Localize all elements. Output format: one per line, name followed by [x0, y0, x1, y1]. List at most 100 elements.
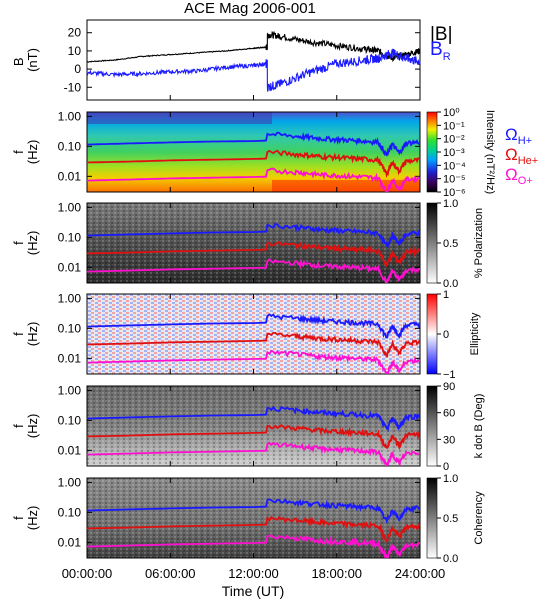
y-tick-label: 0.01: [58, 351, 82, 365]
colorbar-tick-label: 0: [443, 329, 449, 341]
gyro-line-he: [87, 424, 420, 451]
colorbar-tick-label: 10⁻³: [443, 147, 465, 159]
y-tick-label: 1.00: [58, 475, 82, 489]
colorbar-tick-label: −1: [443, 369, 456, 381]
colorbar-label: Coherency: [473, 491, 485, 545]
y-axis-label-line1: f: [11, 424, 26, 428]
gyro-lines: [87, 313, 420, 374]
gyro-lines: [87, 497, 420, 558]
gyro-line-he: [87, 515, 420, 544]
x-tick-label: 18:00:00: [311, 566, 362, 581]
colorbar: [426, 477, 438, 559]
y-tick-label: 20: [68, 26, 82, 40]
y-tick-labels: 20 10 0 -10: [64, 26, 82, 95]
colorbar-tick-label: 10⁻⁶: [443, 187, 466, 199]
gyro-line-o: [87, 534, 420, 558]
gyro-line-he: [87, 240, 420, 269]
gyro-lines: [87, 131, 420, 192]
y-tick-label: 0.10: [58, 321, 82, 335]
y-axis-label: B (nT): [11, 48, 40, 72]
colorbar-tick-label: 90: [443, 381, 455, 393]
legend-br-label: B: [430, 39, 443, 60]
gyro-label-o: ΩO+: [505, 165, 533, 187]
y-axis-label-line1: B: [11, 57, 26, 66]
gyro-line-h: [87, 497, 420, 524]
series-line-br: [86, 48, 421, 92]
legend-b-magnitude-label: |B|: [430, 24, 453, 45]
y-axis-label: f(Hz): [11, 414, 40, 439]
gyro-label-he-sub: He+: [518, 155, 539, 167]
colorbar-tick-label: 1.0: [443, 473, 458, 485]
gyro-line-h: [87, 131, 420, 157]
gyro-line-he: [87, 331, 420, 358]
y-tick-label: 0.10: [58, 139, 82, 153]
colorbar-tick-label: 30: [443, 434, 455, 446]
y-tick-marks: [87, 32, 420, 88]
x-tick-label: 00:00:00: [62, 566, 113, 581]
legend-b-magnitude: |B|: [430, 24, 453, 45]
gyro-line-he: [87, 149, 420, 179]
y-tick-label: 1.00: [58, 200, 82, 214]
dynamic-layer: 1.000.100.01f(Hz)10⁰10⁻¹10⁻²10⁻³10⁻⁴10⁻⁵…: [11, 95, 466, 581]
colorbar: [426, 293, 438, 375]
colorbar-tick-label: 10⁻⁴: [443, 160, 466, 172]
y-tick-label: 0: [74, 62, 81, 76]
colorbar-tick-label: 10⁰: [443, 107, 460, 119]
gyro-lines: [87, 222, 420, 283]
colorbar-tick-label: 0.5: [443, 513, 458, 525]
gyro-label-h-base: Ω: [505, 125, 518, 144]
gyro-label-he-base: Ω: [505, 145, 518, 164]
colorbar: [426, 202, 438, 284]
colorbar-tick-label: 10⁻⁵: [443, 174, 466, 186]
y-tick-label: 1.00: [58, 291, 82, 305]
y-axis-label: f(Hz): [11, 231, 40, 256]
gyro-label-h-sub: H+: [518, 135, 532, 147]
gyro-line-o: [87, 167, 420, 192]
colorbar-label: % Polarization: [473, 208, 485, 278]
colorbar-tick-label: 1.0: [443, 198, 458, 210]
colorbar-tick-label: 0.0: [443, 553, 458, 565]
panel-k-dot-b: k dot B (Deg): [86, 385, 485, 467]
panel-coherency: Coherency: [86, 477, 485, 559]
gyro-label-o-sub: O+: [518, 175, 533, 187]
x-axis-label: Time (UT): [222, 583, 284, 599]
colorbar-tick-label: 0: [443, 461, 449, 473]
figure-title: ACE Mag 2006-001: [184, 0, 316, 17]
y-tick-label: 1.00: [58, 383, 82, 397]
colorbar: [426, 111, 438, 193]
colorbar-tick-label: 1: [443, 289, 449, 301]
y-axis-label: f(Hz): [11, 322, 40, 347]
x-tick-label: 24:00:00: [395, 566, 446, 581]
colorbar-label: Intensity (nT²/Hz): [484, 110, 496, 194]
colorbar-label: Ellipticity: [469, 312, 481, 355]
colorbar-label: k dot B (Deg): [473, 394, 485, 459]
gyro-line-h: [87, 405, 420, 433]
gyro-label-o-base: Ω: [505, 165, 518, 184]
y-tick-label: 0.10: [58, 413, 82, 427]
y-axis-label-line1: f: [11, 150, 26, 154]
y-tick-label: 0.01: [58, 169, 82, 183]
y-axis-label: f(Hz): [11, 140, 40, 165]
legend-br: BR: [430, 39, 451, 63]
gyro-line-o: [87, 349, 420, 374]
y-axis-label: f(Hz): [11, 506, 40, 531]
gyro-line-h: [87, 313, 420, 339]
gyro-lines: [87, 405, 420, 466]
y-axis-label-line1: f: [11, 241, 26, 245]
y-axis-label-line2: (nT): [25, 48, 40, 72]
y-tick-label: 0.01: [58, 535, 82, 549]
gyro-label-he: ΩHe+: [505, 145, 538, 167]
y-axis-label-line1: f: [11, 332, 26, 336]
y-axis-label-line2: (Hz): [25, 140, 40, 165]
spectrogram-blue-top: [87, 112, 272, 124]
colorbar-tick-label: 0.5: [443, 238, 458, 250]
colorbar-tick-label: 10⁻²: [443, 134, 465, 146]
colorbar-tick-label: 60: [443, 408, 455, 420]
gyro-line-o: [87, 258, 420, 283]
y-tick-label: -10: [64, 80, 82, 94]
y-tick-label: 0.01: [58, 260, 82, 274]
x-tick-label: 06:00:00: [145, 566, 196, 581]
x-tick-label: 12:00:00: [228, 566, 279, 581]
